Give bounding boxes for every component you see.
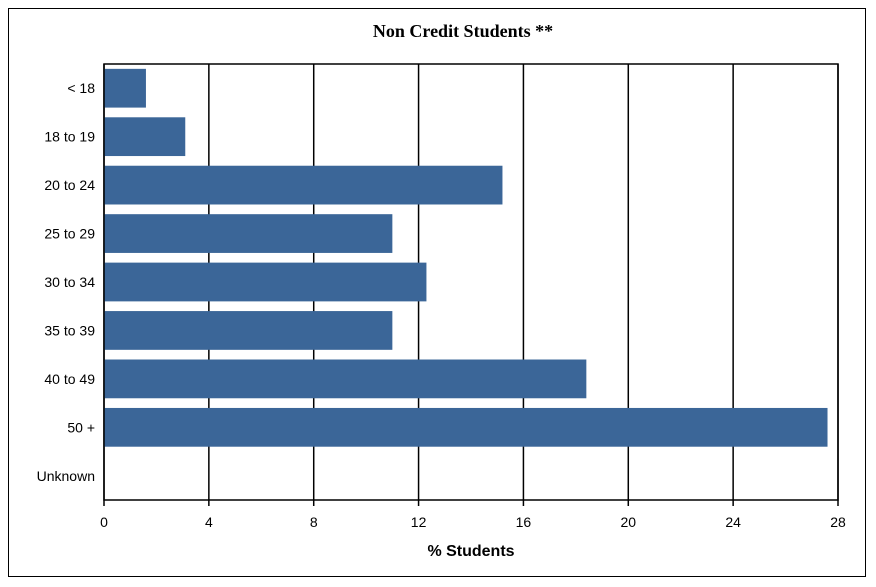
chart-title: Non Credit Students **	[373, 21, 553, 41]
category-label: 50 +	[67, 419, 95, 435]
x-tick-label: 16	[516, 514, 532, 530]
bar	[104, 262, 427, 302]
category-label: 30 to 34	[44, 274, 95, 290]
x-tick-label: 20	[620, 514, 636, 530]
bar	[104, 407, 828, 447]
bars	[104, 68, 828, 447]
category-label: 40 to 49	[44, 371, 95, 387]
x-tick-label: 28	[830, 514, 846, 530]
bar	[104, 359, 587, 399]
bar	[104, 68, 146, 108]
category-label: 25 to 29	[44, 226, 95, 242]
plot-area-border	[103, 63, 839, 501]
bar	[104, 165, 503, 205]
category-label: 35 to 39	[44, 322, 95, 338]
bar	[104, 117, 186, 157]
category-label: < 18	[67, 80, 95, 96]
category-labels: < 18 18 to 19 20 to 24 25 to 29 30 to 34 35 t…	[37, 80, 96, 484]
x-tick-label: 8	[310, 514, 318, 530]
category-label: 20 to 24	[44, 177, 95, 193]
x-tick-label: 4	[205, 514, 213, 530]
category-label: 18 to 19	[44, 129, 95, 145]
x-tick-label: 0	[100, 514, 108, 530]
bar	[104, 214, 393, 253]
x-tick-labels: 0 4 8 12 16 20 24 28	[100, 514, 846, 530]
x-tick-label: 24	[725, 514, 741, 530]
x-axis-label: % Students	[427, 543, 514, 560]
bar	[104, 311, 393, 350]
category-label: Unknown	[37, 468, 95, 484]
x-tick-label: 12	[411, 514, 427, 530]
